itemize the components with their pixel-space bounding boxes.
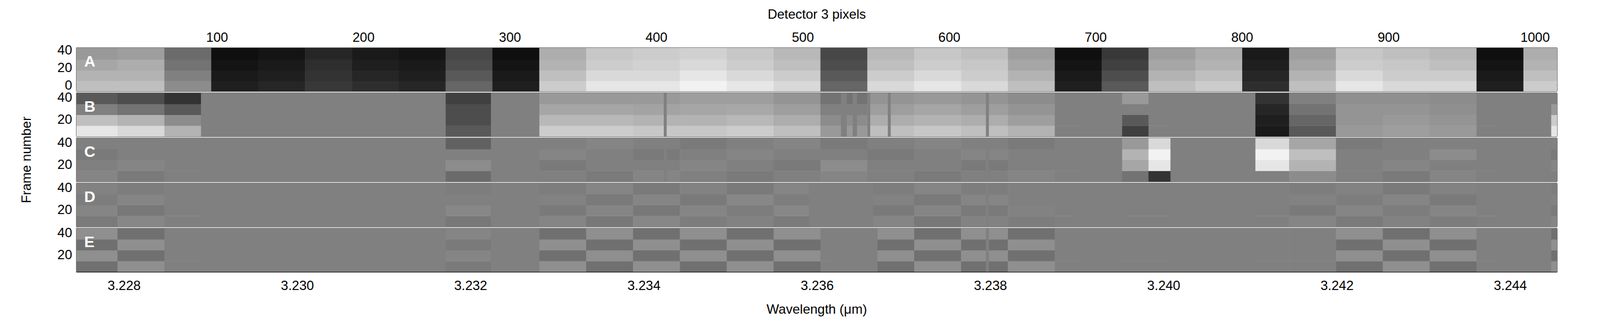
svg-text:3.240: 3.240 [1147,277,1181,293]
svg-text:D: D [84,188,96,206]
svg-text:20: 20 [57,59,73,75]
svg-text:800: 800 [1231,29,1254,45]
svg-text:40: 40 [57,225,73,240]
svg-text:1000: 1000 [1520,29,1550,45]
svg-text:100: 100 [205,29,228,45]
svg-text:3.244: 3.244 [1493,277,1527,293]
svg-text:400: 400 [645,29,668,45]
svg-text:Frame number: Frame number [18,116,34,204]
svg-text:3.238: 3.238 [974,277,1008,293]
svg-text:3.232: 3.232 [454,277,488,293]
svg-text:3.228: 3.228 [107,277,141,293]
svg-text:300: 300 [499,29,522,45]
svg-text:20: 20 [57,111,73,127]
svg-text:B: B [84,97,96,116]
svg-text:20: 20 [57,247,73,262]
svg-text:20: 20 [57,201,73,217]
svg-text:40: 40 [57,42,73,58]
svg-text:3.236: 3.236 [800,277,834,293]
svg-text:E: E [84,233,95,251]
svg-text:0: 0 [64,77,73,93]
svg-text:3.230: 3.230 [280,277,314,293]
svg-text:Wavelength (μm): Wavelength (μm) [766,301,867,317]
svg-text:600: 600 [938,29,961,45]
svg-text:900: 900 [1377,29,1400,45]
svg-text:C: C [84,143,96,161]
svg-text:40: 40 [57,134,73,150]
svg-text:500: 500 [792,29,815,45]
svg-text:3.234: 3.234 [627,277,661,293]
svg-text:40: 40 [57,89,73,105]
svg-text:3.242: 3.242 [1320,277,1354,293]
svg-text:40: 40 [57,179,73,195]
svg-text:Detector 3 pixels: Detector 3 pixels [767,6,867,22]
svg-text:200: 200 [352,29,375,45]
svg-text:700: 700 [1084,29,1107,45]
svg-text:A: A [84,52,96,70]
svg-text:20: 20 [57,156,73,172]
